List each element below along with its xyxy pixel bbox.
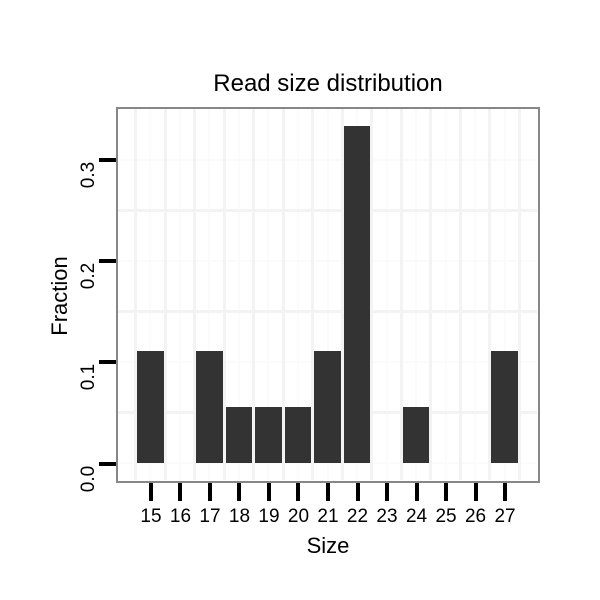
gridline-major-vertical xyxy=(444,109,447,480)
gridline-minor-horizontal xyxy=(118,309,537,313)
x-tick-16 xyxy=(178,483,183,501)
gridline-major-vertical xyxy=(237,109,240,480)
x-tick-label-20: 20 xyxy=(287,506,310,527)
x-tick-label-17: 17 xyxy=(199,506,221,527)
x-tick-21 xyxy=(326,483,330,501)
gridline-minor-vertical xyxy=(311,109,315,480)
y-tick-label-0.3: 0.3 xyxy=(78,161,99,189)
gridline-minor-vertical xyxy=(340,109,344,480)
x-tick-label-18: 18 xyxy=(228,506,251,527)
x-tick-26 xyxy=(473,483,478,501)
gridline-minor-vertical xyxy=(163,109,167,480)
gridline-major-horizontal xyxy=(118,158,537,161)
x-tick-label-19: 19 xyxy=(258,506,280,527)
x-tick-label-23: 23 xyxy=(376,506,398,527)
gridline-major-vertical xyxy=(415,109,418,480)
bar-size-15 xyxy=(137,350,164,464)
bar-size-21 xyxy=(314,350,341,464)
gridline-major-vertical xyxy=(385,109,388,480)
gridline-minor-vertical xyxy=(370,109,374,480)
x-tick-22 xyxy=(355,483,360,501)
gridline-minor-vertical xyxy=(134,109,138,480)
x-tick-label-16: 16 xyxy=(169,506,192,527)
x-tick-27 xyxy=(503,483,508,501)
bar-size-17 xyxy=(196,350,223,464)
gridline-minor-vertical xyxy=(517,109,521,480)
x-tick-label-21: 21 xyxy=(317,506,339,527)
gridline-minor-vertical xyxy=(252,109,256,480)
x-axis-title: Size xyxy=(306,533,350,558)
bar-size-22 xyxy=(343,125,371,464)
x-tick-label-24: 24 xyxy=(405,506,428,527)
y-tick-0.2 xyxy=(99,259,116,264)
x-tick-25 xyxy=(444,483,449,501)
gridline-major-vertical xyxy=(178,109,181,480)
gridline-minor-vertical xyxy=(458,109,462,480)
gridline-major-vertical xyxy=(208,109,211,480)
gridline-major-vertical xyxy=(296,109,299,480)
gridline-major-vertical xyxy=(326,109,329,480)
x-tick-18 xyxy=(237,483,242,501)
x-tick-19 xyxy=(266,483,271,501)
y-tick-0.1 xyxy=(99,360,116,365)
x-tick-label-27: 27 xyxy=(494,506,516,527)
gridline-major-vertical xyxy=(503,109,506,480)
y-tick-label-0.1: 0.1 xyxy=(78,364,99,391)
y-tick-0.3 xyxy=(99,158,116,163)
gridline-minor-vertical xyxy=(222,109,226,480)
x-tick-label-26: 26 xyxy=(464,506,487,527)
bar-size-19 xyxy=(255,406,282,464)
chart-title: Read size distribution xyxy=(213,70,443,97)
gridline-major-vertical xyxy=(474,109,477,480)
gridline-major-vertical xyxy=(267,109,270,480)
gridline-major-horizontal xyxy=(118,259,537,262)
bar-size-24 xyxy=(402,406,430,464)
gridline-minor-vertical xyxy=(488,109,492,480)
x-tick-20 xyxy=(296,483,301,501)
y-tick-label-0.2: 0.2 xyxy=(78,263,99,290)
y-tick-label-0.0: 0.0 xyxy=(78,465,99,492)
gridline-minor-horizontal xyxy=(118,208,537,212)
gridline-major-horizontal xyxy=(118,462,537,465)
gridline-minor-vertical xyxy=(281,109,285,480)
x-tick-label-15: 15 xyxy=(140,506,162,527)
gridline-major-vertical xyxy=(149,109,152,480)
x-tick-label-25: 25 xyxy=(435,506,457,527)
y-axis-title: Fraction xyxy=(47,256,72,336)
x-tick-17 xyxy=(207,483,212,501)
x-tick-23 xyxy=(385,483,389,501)
plot-area xyxy=(116,107,540,483)
x-tick-15 xyxy=(148,483,153,501)
x-tick-24 xyxy=(414,483,419,501)
x-tick-label-22: 22 xyxy=(346,506,369,527)
gridline-minor-vertical xyxy=(399,109,403,480)
gridline-minor-vertical xyxy=(193,109,197,480)
bar-size-20 xyxy=(284,406,312,464)
bar-size-18 xyxy=(225,406,253,464)
gridline-minor-vertical xyxy=(429,109,433,480)
y-tick-0.0 xyxy=(99,461,116,466)
bar-size-27 xyxy=(491,350,518,464)
